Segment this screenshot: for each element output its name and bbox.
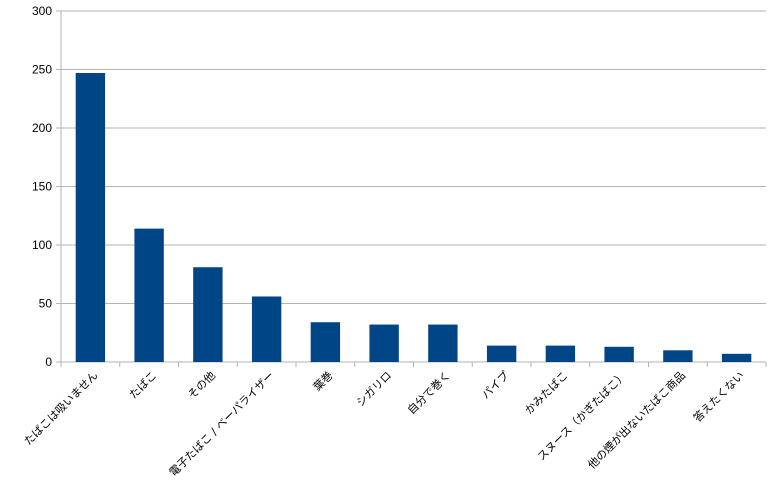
bar bbox=[604, 346, 634, 362]
x-tick-label: かみたばこ bbox=[522, 369, 570, 417]
x-tick-label: 他の煙が出ないたばこ商品 bbox=[585, 368, 688, 471]
bar bbox=[428, 324, 458, 362]
y-tick-label: 0 bbox=[45, 355, 52, 369]
x-tick-label: 自分で巻く bbox=[405, 369, 453, 417]
y-axis-ticks: 0 50 100 150 200 250 300 bbox=[32, 4, 52, 369]
x-tick-label: 葉巻 bbox=[310, 368, 335, 393]
x-tick-label: その他 bbox=[185, 369, 218, 402]
x-tick-label: たばこは吸いません bbox=[22, 369, 101, 448]
x-tick-label: パイプ bbox=[479, 369, 512, 402]
x-tick-label: 電子たばこ / ベーパライザー bbox=[167, 369, 277, 479]
bar bbox=[193, 267, 223, 362]
y-tick-label: 250 bbox=[32, 63, 52, 77]
bar bbox=[663, 350, 693, 362]
y-tick-label: 150 bbox=[32, 180, 52, 194]
bar bbox=[486, 345, 517, 362]
y-tick-label: 300 bbox=[32, 4, 52, 18]
y-tick-label: 50 bbox=[39, 297, 53, 311]
x-tick-label: たばこ bbox=[127, 369, 160, 402]
x-tick-label: シガリロ bbox=[354, 369, 394, 409]
x-tick-label: 答えたくない bbox=[690, 368, 747, 425]
bar bbox=[545, 345, 576, 362]
bar bbox=[721, 353, 752, 362]
y-tick-label: 100 bbox=[32, 238, 52, 252]
bar bbox=[310, 322, 341, 362]
bar bbox=[134, 228, 164, 362]
y-tick-label: 200 bbox=[32, 121, 52, 135]
bar bbox=[75, 73, 106, 362]
bar bbox=[369, 324, 399, 362]
bar bbox=[251, 296, 282, 362]
bars bbox=[75, 73, 752, 362]
gridlines bbox=[56, 10, 767, 367]
